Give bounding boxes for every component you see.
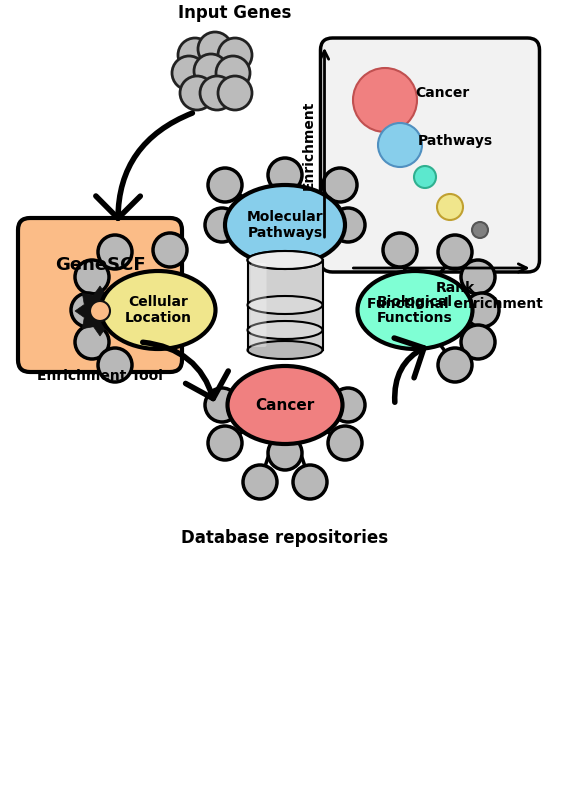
Circle shape: [414, 166, 436, 188]
FancyArrowPatch shape: [142, 342, 228, 398]
Circle shape: [98, 348, 132, 382]
Text: Enrichment Tool: Enrichment Tool: [37, 369, 163, 383]
Circle shape: [198, 32, 232, 66]
Circle shape: [205, 208, 239, 242]
Circle shape: [465, 293, 499, 327]
Circle shape: [293, 465, 327, 499]
Text: Cancer: Cancer: [415, 86, 469, 100]
Circle shape: [75, 260, 109, 294]
Circle shape: [153, 233, 187, 267]
Circle shape: [178, 38, 212, 72]
Ellipse shape: [225, 185, 345, 265]
Circle shape: [200, 76, 234, 110]
Text: Cancer: Cancer: [255, 398, 315, 413]
Circle shape: [216, 56, 250, 90]
Bar: [247, 260, 323, 350]
Ellipse shape: [247, 251, 323, 269]
Text: Input Genes: Input Genes: [178, 4, 292, 22]
Ellipse shape: [247, 341, 323, 359]
FancyBboxPatch shape: [18, 218, 182, 372]
Text: Pathways: Pathways: [417, 134, 492, 148]
Circle shape: [243, 465, 277, 499]
Circle shape: [323, 168, 357, 202]
Circle shape: [205, 388, 239, 422]
Circle shape: [172, 56, 206, 90]
Circle shape: [328, 426, 362, 460]
Circle shape: [438, 348, 472, 382]
Text: Functional enrichment: Functional enrichment: [367, 297, 543, 311]
Circle shape: [75, 325, 109, 359]
Circle shape: [95, 306, 105, 316]
Circle shape: [71, 293, 105, 327]
Circle shape: [218, 38, 252, 72]
Circle shape: [194, 54, 228, 88]
Circle shape: [383, 233, 417, 267]
Circle shape: [461, 325, 495, 359]
Circle shape: [472, 222, 488, 238]
Circle shape: [208, 168, 242, 202]
FancyArrowPatch shape: [96, 113, 193, 218]
Ellipse shape: [247, 296, 323, 314]
Circle shape: [268, 436, 302, 470]
Circle shape: [331, 388, 365, 422]
Circle shape: [208, 426, 242, 460]
Ellipse shape: [247, 251, 323, 269]
FancyBboxPatch shape: [250, 263, 267, 347]
Text: Database repositories: Database repositories: [181, 529, 389, 547]
Text: Enrichment: Enrichment: [302, 100, 316, 190]
Text: Rank: Rank: [435, 281, 475, 295]
Text: Biological
Functions: Biological Functions: [377, 295, 453, 325]
Ellipse shape: [247, 321, 323, 339]
Text: Molecular
Pathways: Molecular Pathways: [247, 210, 323, 240]
Ellipse shape: [227, 366, 343, 444]
Circle shape: [378, 123, 422, 167]
Circle shape: [438, 235, 472, 269]
Circle shape: [180, 76, 214, 110]
Ellipse shape: [357, 271, 473, 349]
Text: GeneSCF: GeneSCF: [55, 256, 145, 274]
FancyArrowPatch shape: [394, 338, 424, 402]
Circle shape: [437, 194, 463, 220]
Polygon shape: [75, 286, 125, 336]
Circle shape: [331, 208, 365, 242]
Circle shape: [98, 235, 132, 269]
Ellipse shape: [100, 271, 215, 349]
FancyBboxPatch shape: [320, 38, 539, 272]
Circle shape: [218, 76, 252, 110]
Text: Cellular
Location: Cellular Location: [124, 295, 192, 325]
Circle shape: [461, 260, 495, 294]
Circle shape: [268, 158, 302, 192]
Circle shape: [353, 68, 417, 132]
Circle shape: [90, 301, 110, 321]
